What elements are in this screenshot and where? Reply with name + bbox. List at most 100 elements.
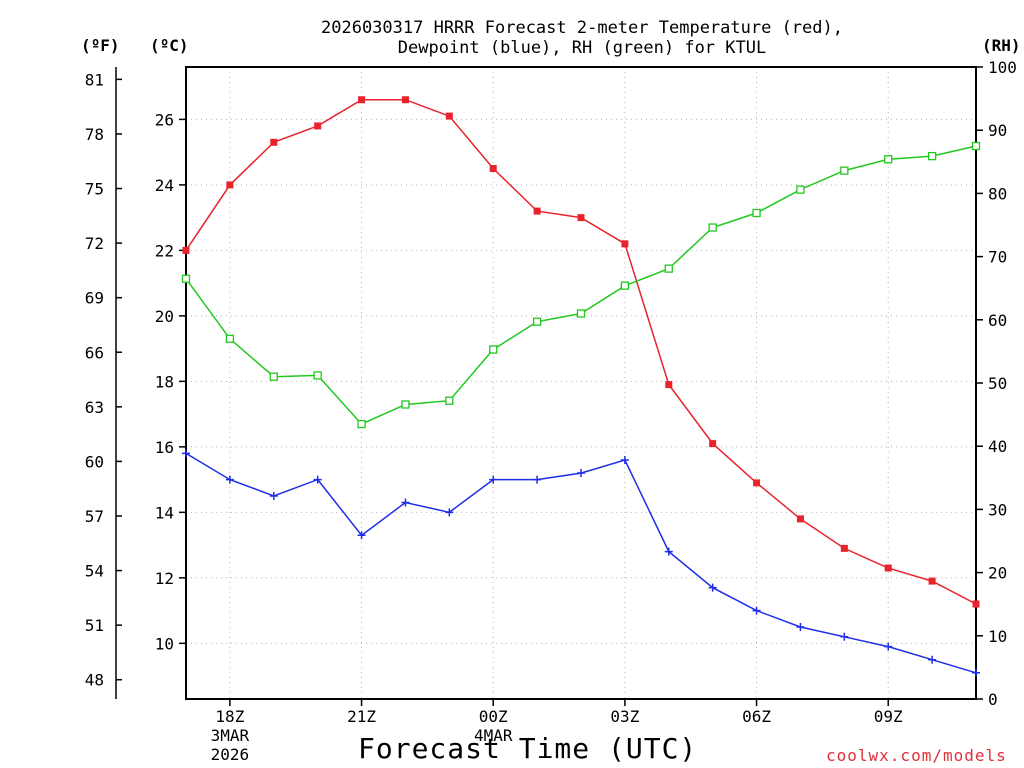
temperature-point xyxy=(226,181,234,189)
x-tick-label: 00Z xyxy=(479,707,508,726)
x-tick-label: 09Z xyxy=(874,707,903,726)
fahrenheit-tick-label: 54 xyxy=(85,562,104,581)
rh-tick-label: 30 xyxy=(988,500,1007,519)
rh-point xyxy=(532,317,542,326)
fahrenheit-tick-label: 69 xyxy=(85,289,104,308)
dewpoint-point xyxy=(401,498,410,507)
temperature-point xyxy=(358,96,366,104)
temperature-point xyxy=(972,600,980,608)
dewpoint-point xyxy=(225,475,234,484)
rh-axis-unit: (RH) xyxy=(982,36,1021,55)
fahrenheit-tick-label: 63 xyxy=(85,398,104,417)
celsius-axis-unit: (ºC) xyxy=(150,36,189,55)
rh-point xyxy=(313,371,322,380)
fahrenheit-tick-label: 48 xyxy=(85,671,104,690)
x-tick-label: 03Z xyxy=(610,707,639,726)
plot-frame xyxy=(185,66,977,700)
rh-tick-label: 40 xyxy=(988,437,1007,456)
rh-point xyxy=(225,334,235,343)
rh-tick-label: 10 xyxy=(988,627,1007,646)
rh-point xyxy=(357,419,366,429)
rh-point xyxy=(664,264,673,273)
rh-tick-label: 60 xyxy=(988,311,1007,330)
dewpoint-point xyxy=(972,668,980,677)
temperature-point xyxy=(621,240,629,248)
temperature-point xyxy=(840,544,848,552)
dewpoint-point xyxy=(269,491,278,500)
dewpoint-point xyxy=(182,449,190,458)
temperature-point xyxy=(796,515,804,523)
temperature-point xyxy=(577,214,585,222)
rh-tick-label: 50 xyxy=(988,374,1007,393)
x-tick-sublabel: 3MAR xyxy=(211,726,250,745)
x-tick-sublabel: 4MAR xyxy=(474,726,513,745)
fahrenheit-tick-label: 75 xyxy=(85,180,104,199)
celsius-tick-label: 10 xyxy=(155,634,174,653)
celsius-tick-label: 14 xyxy=(155,503,174,522)
temperature-point xyxy=(928,577,936,585)
temperature-line xyxy=(185,98,977,605)
dewpoint-point xyxy=(884,642,893,651)
dewpoint-point xyxy=(708,583,717,592)
dewpoint-point xyxy=(928,655,937,664)
fahrenheit-tick-label: 66 xyxy=(85,343,104,362)
dewpoint-point xyxy=(533,475,542,484)
celsius-tick-label: 20 xyxy=(155,307,174,326)
rh-point xyxy=(181,274,191,283)
dewpoint-point xyxy=(664,547,673,556)
rh-tick-label: 70 xyxy=(988,248,1007,267)
rh-point xyxy=(620,281,630,290)
dewpoint-point xyxy=(357,531,366,540)
fahrenheit-tick-label: 57 xyxy=(85,507,104,526)
x-tick-label: 06Z xyxy=(742,707,771,726)
dewpoint-point xyxy=(489,475,498,484)
celsius-tick-label: 22 xyxy=(155,241,174,260)
temperature-point xyxy=(182,246,190,254)
chart-title-line-1: 2026030317 HRRR Forecast 2-meter Tempera… xyxy=(321,18,843,38)
temperature-point xyxy=(314,122,322,130)
rh-point xyxy=(927,151,937,161)
temperature-point xyxy=(709,440,717,448)
chart-title-line-2: Dewpoint (blue), RH (green) for KTUL xyxy=(397,38,767,58)
dewpoint-line xyxy=(185,452,977,674)
rh-tick-label: 80 xyxy=(988,184,1007,203)
rh-point xyxy=(445,396,454,405)
celsius-tick-label: 12 xyxy=(155,569,174,588)
rh-point xyxy=(401,400,410,409)
rh-point xyxy=(708,223,717,232)
rh-tick-label: 0 xyxy=(988,690,998,709)
celsius-tick-label: 24 xyxy=(155,176,174,195)
dewpoint-point xyxy=(840,632,849,641)
rh-point xyxy=(269,372,278,381)
rh-point xyxy=(752,208,761,218)
rh-tick-label: 100 xyxy=(988,58,1017,77)
dewpoint-point xyxy=(620,455,629,464)
rh-line xyxy=(185,145,977,426)
temperature-point xyxy=(884,564,892,572)
rh-point xyxy=(489,345,498,354)
rh-tick-label: 20 xyxy=(988,564,1007,583)
fahrenheit-tick-label: 51 xyxy=(85,616,104,635)
credit-text: coolwx.com/models xyxy=(826,746,1007,765)
rh-point xyxy=(796,185,805,194)
temperature-point xyxy=(665,381,673,389)
x-tick-label: 21Z xyxy=(347,707,376,726)
celsius-tick-label: 26 xyxy=(155,110,174,129)
x-axis-title: Forecast Time (UTC) xyxy=(358,732,698,765)
celsius-tick-label: 16 xyxy=(155,438,174,457)
fahrenheit-tick-label: 72 xyxy=(85,234,104,253)
temperature-point xyxy=(270,138,278,146)
temperature-point xyxy=(401,96,409,104)
fahrenheit-tick-label: 60 xyxy=(85,452,104,471)
x-tick-sublabel: 2026 xyxy=(211,745,250,764)
dewpoint-point xyxy=(445,508,454,517)
fahrenheit-axis-unit: (ºF) xyxy=(81,36,120,55)
temperature-point xyxy=(445,112,453,120)
dewpoint-point xyxy=(577,469,585,478)
celsius-tick-label: 18 xyxy=(155,372,174,391)
dewpoint-point xyxy=(313,475,322,484)
temperature-point xyxy=(489,165,497,173)
temperature-point xyxy=(533,207,541,215)
dewpoint-point xyxy=(752,606,761,615)
